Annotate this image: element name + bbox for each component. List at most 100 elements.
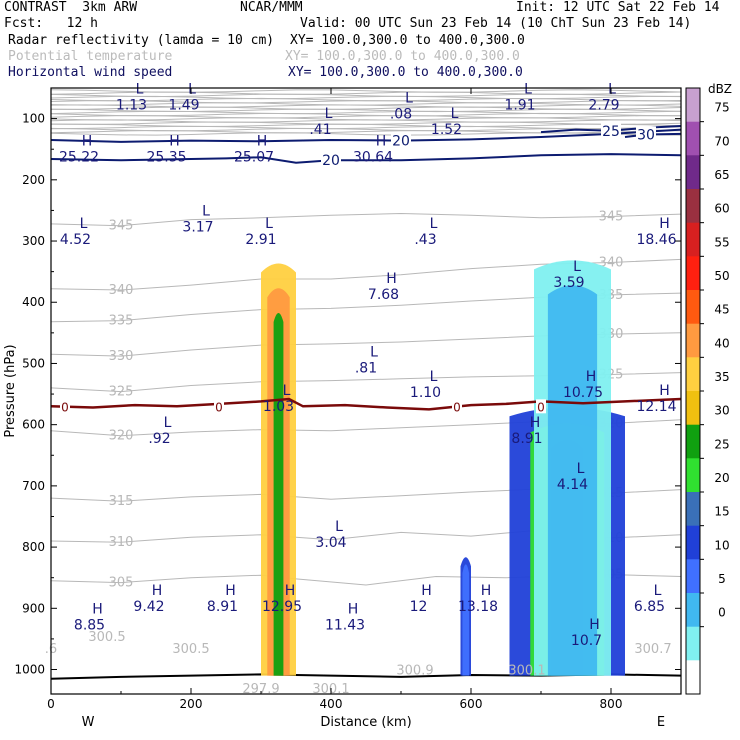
x-axis-label: Distance (km) [320,715,411,730]
colorbar-swatch [686,323,700,358]
wind-label-bg [601,122,621,137]
colorbar-label: 10 [714,538,729,552]
forecast-hour: Fcst: 12 h [4,16,98,31]
colorbar-label: 20 [714,471,729,485]
extremum-marker: H [92,602,103,618]
extremum-marker: L [577,461,585,477]
theta-contour-label: 330 [109,349,134,364]
valid-time: Valid: 00 UTC Sun 23 Feb 14 (10 ChT Sun … [300,16,692,31]
colorbar-label: 70 [714,134,729,148]
wind-label-bg [321,152,341,167]
extremum-value: .41 [309,122,331,138]
extremum-value: .81 [355,361,377,377]
extremum-value: .92 [148,431,170,447]
extremum-marker: H [82,133,93,149]
radar-echo [547,285,598,676]
colorbar-label: 50 [714,269,729,283]
extremum-marker: H [659,383,670,399]
x-tick-label: 600 [460,697,483,711]
field3-xy: XY= 100.0,300.0 to 400.0,300.0 [288,65,523,80]
colorbar-swatch [686,458,700,493]
surface-theta-label: 300.5 [88,630,125,645]
extremum-marker: L [573,259,581,275]
stratosphere-theta-line [50,100,682,104]
colorbar-label: 75 [714,101,729,115]
center-title: NCAR/MMM [240,0,303,15]
extremum-value: 10.7 [571,633,602,649]
extremum-value: 7.68 [368,287,399,303]
extremum-value: 8.91 [511,431,542,447]
extremum-marker: H [421,583,432,599]
theta-contour-label: 310 [109,535,134,550]
extremum-value: 9.42 [133,599,164,615]
extremum-marker: L [430,216,438,232]
field1-xy: XY= 100.0,300.0 to 400.0,300.0 [290,33,525,48]
extremum-value: 1.49 [168,97,199,113]
colorbar-unit: dBZ [708,82,732,96]
colorbar-swatch [686,357,700,392]
colorbar-label: 40 [714,336,729,350]
colorbar-swatch [686,189,700,224]
y-tick-label: 700 [22,479,45,493]
extremum-marker: L [80,216,88,232]
theta-contour-label: 305 [109,576,134,591]
colorbar-swatch [686,290,700,325]
stratosphere-theta-line [50,119,682,123]
extremum-marker: H [169,133,180,149]
extremum-marker: L [654,583,662,599]
wind-label-bg [636,126,656,141]
extremum-value: 4.52 [60,232,91,248]
extremum-value: 11.43 [325,618,365,634]
y-tick-label: 1000 [14,663,45,677]
extremum-value: 3.04 [315,535,346,551]
surface-theta-label: 300.5 [172,642,209,657]
extremum-marker: L [188,81,196,97]
theta-contour-label: 320 [109,429,134,444]
extremum-marker: L [524,81,532,97]
extremum-value: 25.35 [146,149,186,165]
extremum-value: 8.85 [74,618,105,634]
extremum-value: 1.10 [410,385,441,401]
y-tick-label: 500 [22,356,45,370]
colorbar-label: 45 [714,303,729,317]
theta-contour-label: 315 [109,494,134,509]
colorbar-label: 30 [714,404,729,418]
extremum-marker: H [376,133,387,149]
extremum-marker: L [202,204,210,220]
extremum-value: .08 [390,106,412,122]
surface-theta-label: 300.7 [634,642,671,657]
extremum-value: 1.03 [263,399,294,415]
y-tick-label: 800 [22,540,45,554]
surface-theta-label: 300.9 [396,664,433,679]
extremum-value: .43 [414,232,436,248]
wind-contour [50,153,682,164]
extremum-marker: L [283,383,291,399]
y-tick-label: 900 [22,601,45,615]
extremum-value: 1.52 [431,122,462,138]
stratosphere-theta-line [50,132,682,136]
extremum-marker: L [136,81,144,97]
colorbar-swatch [686,121,700,156]
colorbar-swatch [686,559,700,594]
theta-contour-label: 340 [599,255,624,270]
stratosphere-theta-line [50,91,682,95]
theta-contour-label: 345 [599,210,624,225]
colorbar-swatch [686,593,700,628]
colorbar-swatch [686,256,700,291]
wind-contour-label: 20 [392,134,410,150]
colorbar-swatch [686,222,700,257]
colorbar-swatch [686,424,700,459]
extremum-value: 12.14 [636,399,676,415]
wind-label-bg [391,132,411,147]
extremum-value: 10.75 [563,385,603,401]
extremum-value: 4.14 [557,477,588,493]
freezing-label-bg [452,399,462,414]
extremum-value: 25.07 [234,149,274,165]
extremum-marker: H [586,369,597,385]
stratosphere-theta-line [50,95,681,100]
extremum-value: 3.17 [182,220,213,236]
surface-theta-label: 297.9 [242,682,279,697]
wind-contour-label: 25 [602,124,620,140]
freezing-label-bg [536,399,546,414]
